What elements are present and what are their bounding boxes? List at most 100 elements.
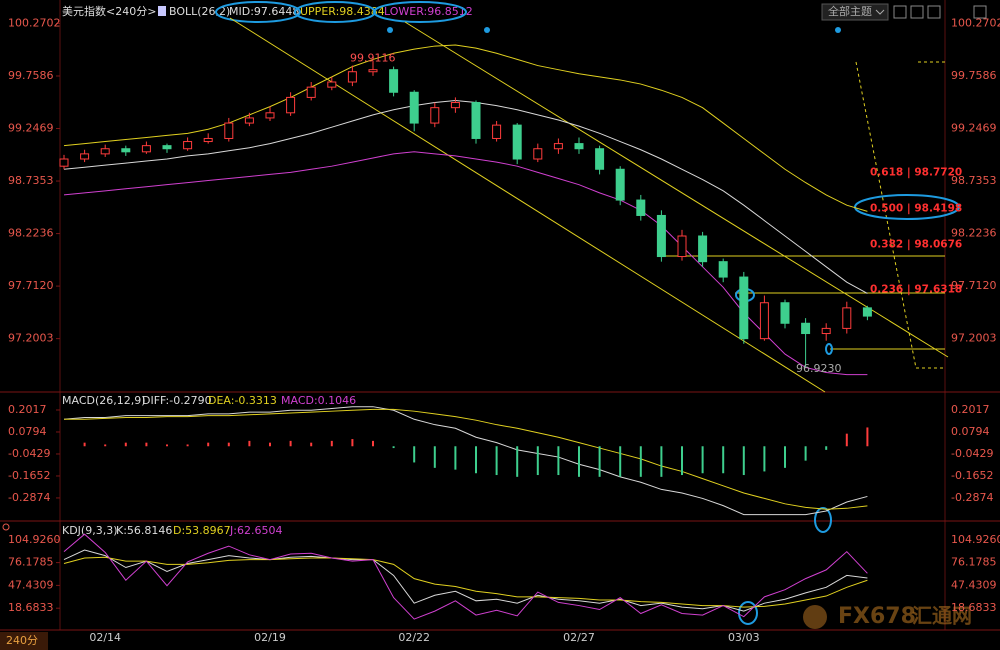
highlight-circle — [814, 507, 832, 533]
candle-body — [492, 124, 502, 139]
y-tick-label: 97.7120 — [8, 279, 54, 292]
candle-body — [244, 117, 254, 124]
y-tick-label: 0.0794 — [8, 425, 47, 438]
legend-entry: D:53.8967 — [173, 524, 231, 537]
tool-icon[interactable] — [927, 5, 941, 19]
candle-body — [121, 148, 131, 153]
candle-body — [636, 199, 646, 216]
indicator-line — [63, 556, 868, 608]
candle-body — [450, 102, 460, 109]
fib-label: 0.382 | 98.0676 — [870, 239, 962, 251]
x-tick-label: 03/03 — [728, 631, 760, 644]
fib-line — [855, 61, 917, 369]
y-tick-label: 47.4309 — [951, 578, 997, 591]
highlight-circle — [738, 601, 758, 625]
legend-entry: DEA:-0.3313 — [208, 394, 277, 407]
candle-body — [821, 327, 831, 335]
channel-line — [229, 17, 826, 393]
y-tick-label: 98.7353 — [8, 174, 54, 187]
y-tick-label: -0.0429 — [8, 447, 50, 460]
chart-title: 美元指数<240分> — [62, 4, 156, 18]
icon — [158, 6, 166, 16]
y-tick-label: 76.1785 — [8, 556, 54, 569]
fib-label: 0.500 | 98.4198 — [870, 202, 962, 214]
candle-body — [389, 69, 399, 93]
watermark: FX678 — [838, 604, 916, 629]
candle-body — [203, 137, 213, 143]
y-tick-label: 97.2003 — [951, 332, 997, 345]
indicator-line — [63, 44, 868, 212]
candle-body — [677, 235, 687, 258]
candle-body — [595, 148, 605, 170]
candle-body — [80, 153, 90, 160]
period-badge[interactable] — [0, 632, 48, 650]
candle-body — [162, 145, 172, 150]
highlight-circle — [373, 1, 467, 23]
indicator-name: KDJ(9,3,3) — [62, 524, 118, 537]
legend-entry: DIFF:-0.2790 — [142, 394, 212, 407]
candle-body — [306, 86, 316, 98]
indicator-name: BOLL(26,2) — [169, 5, 230, 18]
indicator-line — [63, 406, 868, 516]
candle-body — [656, 214, 666, 258]
legend-entry: J:62.6504 — [229, 524, 282, 537]
y-tick-label: 98.2236 — [951, 227, 997, 240]
tool-icon[interactable] — [910, 5, 924, 19]
marker-dot — [484, 27, 490, 33]
x-tick-label: 02/19 — [254, 631, 286, 644]
indicator-line — [64, 408, 868, 510]
indicator-name: MACD(26,12,9) — [62, 394, 146, 407]
theme-button-label[interactable]: 全部主题 — [828, 4, 872, 18]
fib-label: 0.236 | 97.6318 — [870, 283, 962, 295]
candle-body — [780, 302, 790, 324]
candle-body — [183, 141, 193, 150]
period-label[interactable]: 240分 — [6, 634, 38, 647]
candle-body — [801, 322, 811, 335]
y-tick-label: 0.2017 — [8, 403, 47, 416]
watermark: 汇通网 — [912, 604, 972, 628]
candle-body — [842, 307, 852, 329]
tool-icon[interactable] — [893, 5, 907, 19]
x-tick-label: 02/14 — [89, 631, 121, 644]
icon — [2, 523, 10, 531]
y-tick-label: 97.7120 — [951, 279, 997, 292]
candle-body — [286, 96, 296, 114]
y-tick-label: -0.2874 — [8, 491, 50, 504]
candle-body — [759, 302, 769, 340]
y-tick-label: -0.2874 — [951, 491, 993, 504]
candle-body — [718, 261, 728, 278]
y-tick-label: 99.7586 — [8, 69, 54, 82]
y-tick-label: 18.6833 — [951, 601, 997, 614]
tool-icon[interactable] — [973, 5, 987, 19]
watermark-logo — [803, 605, 827, 629]
marker-dot — [387, 27, 393, 33]
x-tick-label: 02/27 — [563, 631, 595, 644]
dropdown-arrow — [875, 9, 885, 15]
highlight-circle — [825, 343, 833, 355]
candle-body — [141, 145, 151, 153]
candle-body — [409, 91, 419, 124]
x-tick-label: 02/22 — [398, 631, 430, 644]
candle-body — [327, 81, 337, 88]
y-tick-label: 104.9260 — [951, 533, 1000, 546]
legend-entry: UPPER:98.4384 — [300, 5, 385, 18]
fib-label: 0.618 | 98.7720 — [870, 166, 962, 178]
legend-entry: MACD:0.1046 — [281, 394, 356, 407]
candle-body — [698, 235, 708, 263]
legend-entry: K:56.8146 — [116, 524, 172, 537]
y-tick-label: 97.2003 — [8, 332, 54, 345]
low-label: 96.9230 — [796, 362, 842, 375]
drawings — [229, 17, 949, 393]
highlight-circle — [854, 194, 960, 220]
candle-body — [471, 102, 481, 139]
candle-body — [533, 148, 543, 160]
channel-line — [404, 21, 949, 358]
y-tick-label: 100.2702 — [951, 16, 1000, 29]
high-label: 99.9116 — [350, 51, 396, 64]
y-tick-label: 100.2702 — [8, 16, 61, 29]
y-tick-label: 98.7353 — [951, 174, 997, 187]
theme-button[interactable] — [821, 3, 889, 21]
indicator-line — [63, 533, 868, 620]
